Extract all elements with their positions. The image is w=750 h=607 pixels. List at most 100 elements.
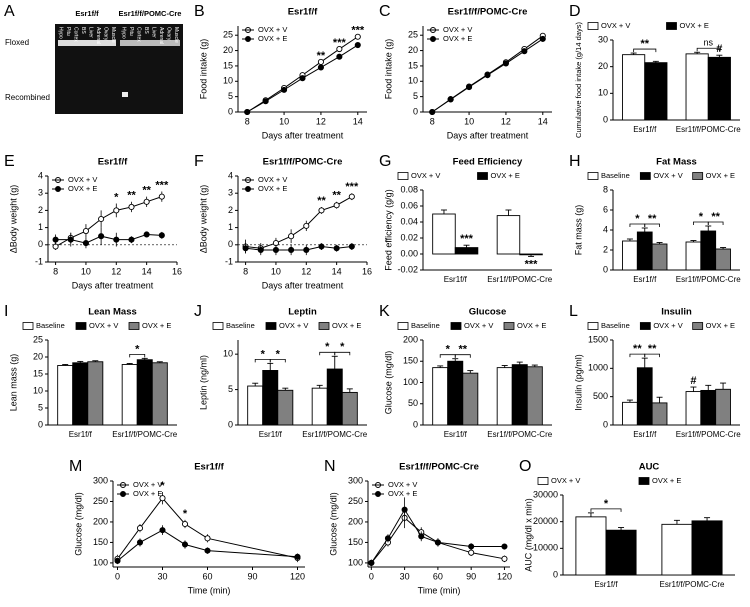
bar bbox=[496, 215, 521, 255]
x-tick-label: 16 bbox=[172, 266, 182, 276]
y-tick-label: 150 bbox=[348, 537, 363, 547]
bar bbox=[526, 366, 543, 426]
marker bbox=[204, 547, 211, 554]
y-tick-label: 100 bbox=[93, 557, 108, 567]
legend-swatch bbox=[397, 172, 409, 180]
marker bbox=[303, 222, 310, 229]
marker bbox=[317, 64, 324, 71]
bar bbox=[432, 213, 456, 255]
panel-letter: C bbox=[379, 3, 391, 20]
y-tick-label: 200 bbox=[403, 334, 418, 344]
y-tick-label: 0 bbox=[228, 106, 233, 116]
marker bbox=[354, 33, 361, 40]
marker bbox=[272, 246, 279, 254]
significance: ** bbox=[633, 343, 642, 355]
legend-swatch bbox=[692, 172, 704, 180]
legend-label: OVX + V bbox=[388, 480, 417, 489]
marker bbox=[281, 86, 288, 93]
marker bbox=[418, 533, 425, 540]
significance: ** bbox=[711, 211, 720, 223]
legend-swatch bbox=[638, 477, 650, 485]
chart-title: Lean Mass bbox=[88, 307, 137, 318]
panel-letter: N bbox=[324, 458, 336, 475]
x-tick-label: Esr1f/f bbox=[444, 430, 468, 439]
marker bbox=[128, 203, 135, 211]
chart-title: Esr1f/f/POMC-Cre bbox=[399, 462, 479, 473]
marker bbox=[429, 108, 436, 116]
y-tick-label: 0 bbox=[228, 419, 233, 429]
legend-swatch bbox=[666, 22, 677, 30]
bar bbox=[661, 523, 693, 576]
y-tick-label: 250 bbox=[348, 496, 363, 506]
marker bbox=[299, 75, 306, 82]
x-tick-label: 90 bbox=[247, 571, 257, 581]
panel-letter: E bbox=[4, 153, 15, 170]
marker bbox=[501, 555, 508, 562]
bar bbox=[575, 516, 607, 576]
chart-title: Fat Mass bbox=[656, 157, 697, 168]
y-tick-label: 150 bbox=[403, 356, 418, 366]
chart-title: Esr1f/f bbox=[288, 7, 318, 18]
x-tick-label: 120 bbox=[290, 571, 305, 581]
x-tick-label: 0 bbox=[115, 571, 120, 581]
panel-letter: M bbox=[69, 458, 82, 475]
chart-title: Esr1f/f bbox=[194, 462, 224, 473]
group-label: Esr1f/f bbox=[75, 9, 99, 18]
bar bbox=[644, 62, 668, 121]
panel-letter: I bbox=[4, 303, 8, 320]
y-tick-label: 500 bbox=[593, 391, 608, 401]
marker bbox=[113, 236, 120, 243]
bar bbox=[262, 370, 279, 426]
marker bbox=[333, 245, 340, 252]
x-tick-label: 60 bbox=[433, 571, 443, 581]
significance: ** bbox=[648, 213, 657, 225]
y-tick-label: 20 bbox=[598, 61, 608, 71]
bar bbox=[622, 54, 646, 121]
marker bbox=[82, 227, 89, 235]
significance: *** bbox=[155, 179, 169, 191]
legend-label: OVX + V bbox=[133, 480, 162, 489]
panel-letter: D bbox=[569, 3, 581, 20]
y-tick-label: 0 bbox=[413, 106, 418, 116]
band-label: Recombined bbox=[5, 93, 50, 102]
y-tick-label: 5 bbox=[228, 91, 233, 101]
y-tick-label: 250 bbox=[93, 496, 108, 506]
marker bbox=[113, 207, 120, 214]
bar bbox=[326, 368, 343, 426]
bar bbox=[277, 389, 294, 426]
legend-swatch bbox=[22, 322, 34, 330]
bar bbox=[636, 231, 653, 271]
x-tick-label: Esr1f/f bbox=[444, 275, 468, 284]
lane-label: Muscle bbox=[110, 27, 116, 43]
panel-letter: A bbox=[4, 3, 15, 20]
bar bbox=[496, 367, 513, 426]
chart-title: Esr1f/f/POMC-Cre bbox=[263, 157, 343, 168]
panel-letter: F bbox=[194, 153, 204, 170]
x-tick-label: Esr1f/f/POMC-Cre bbox=[660, 580, 725, 589]
marker bbox=[158, 193, 165, 200]
chart-title: Esr1f/f/POMC-Cre bbox=[448, 7, 528, 18]
x-tick-label: Esr1f/f/POMC-Cre bbox=[302, 430, 367, 439]
x-tick-label: 8 bbox=[53, 266, 58, 276]
legend-label: OVX + V bbox=[653, 321, 682, 330]
y-tick-label: 10 bbox=[223, 76, 233, 86]
significance-bracket bbox=[633, 48, 657, 53]
legend-label: OVX + V bbox=[601, 21, 630, 30]
marker bbox=[434, 539, 441, 546]
x-tick-label: Esr1f/f bbox=[633, 125, 657, 134]
chart-title: Esr1f/f bbox=[98, 157, 128, 168]
significance: # bbox=[716, 43, 722, 55]
legend-swatch bbox=[537, 477, 549, 485]
marker bbox=[159, 527, 166, 534]
marker bbox=[303, 246, 310, 254]
y-tick-label: 0.00 bbox=[400, 248, 418, 258]
y-tick-label: 0 bbox=[553, 569, 558, 579]
marker bbox=[128, 236, 135, 243]
significance: * bbox=[135, 343, 140, 355]
marker bbox=[318, 243, 325, 250]
y-tick-label: 300 bbox=[348, 475, 363, 485]
significance: ** bbox=[648, 343, 657, 355]
y-tick-label: 200 bbox=[93, 516, 108, 526]
legend-swatch bbox=[477, 172, 488, 180]
